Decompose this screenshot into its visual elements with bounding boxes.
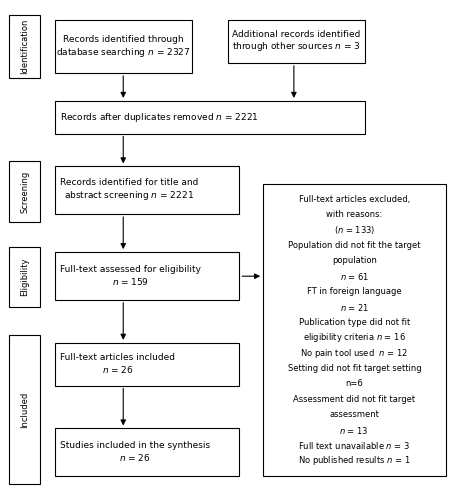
Text: Full-text assessed for eligibility
$n$ = 159: Full-text assessed for eligibility $n$ =… [60, 265, 201, 287]
FancyBboxPatch shape [55, 101, 365, 134]
Text: Full-text articles included
$n$ = 26: Full-text articles included $n$ = 26 [60, 353, 175, 375]
Text: with reasons:: with reasons: [326, 210, 383, 219]
Text: assessment: assessment [329, 410, 379, 419]
FancyBboxPatch shape [55, 428, 239, 476]
Text: Publication type did not fit: Publication type did not fit [299, 318, 410, 327]
Text: $n$ = 61: $n$ = 61 [339, 271, 369, 282]
Text: Setting did not fit target setting: Setting did not fit target setting [288, 364, 421, 373]
Text: Eligibility: Eligibility [20, 258, 29, 296]
FancyBboxPatch shape [9, 335, 40, 484]
FancyBboxPatch shape [9, 15, 40, 78]
Text: Full-text articles excluded,: Full-text articles excluded, [299, 195, 410, 204]
Text: $n$ = 21: $n$ = 21 [339, 301, 369, 312]
FancyBboxPatch shape [55, 20, 192, 73]
FancyBboxPatch shape [228, 20, 365, 63]
FancyBboxPatch shape [9, 247, 40, 307]
Text: No pain tool used  $n$ = 12: No pain tool used $n$ = 12 [300, 347, 409, 360]
Text: ($n$ = 133): ($n$ = 133) [334, 224, 375, 236]
Text: Studies included in the synthesis
$n$ = 26: Studies included in the synthesis $n$ = … [60, 442, 210, 463]
Text: Records identified for title and
abstract screening $n$ = 2221: Records identified for title and abstrac… [60, 178, 199, 202]
FancyBboxPatch shape [55, 252, 239, 300]
FancyBboxPatch shape [55, 343, 239, 386]
Text: No published results $n$ = 1: No published results $n$ = 1 [298, 455, 410, 467]
Text: Identification: Identification [20, 19, 29, 74]
Text: eligibility criteria $n$ = 16: eligibility criteria $n$ = 16 [303, 331, 406, 344]
Text: Included: Included [20, 392, 29, 427]
Text: $n$ = 13: $n$ = 13 [339, 425, 369, 435]
Text: Population did not fit the target: Population did not fit the target [288, 241, 420, 250]
Text: Records identified through
database searching $n$ = 2327: Records identified through database sear… [56, 35, 191, 58]
Text: population: population [332, 257, 377, 266]
Text: Screening: Screening [20, 170, 29, 213]
FancyBboxPatch shape [9, 161, 40, 222]
Text: Assessment did not fit target: Assessment did not fit target [293, 395, 415, 404]
Text: Full text unavailable $n$ = 3: Full text unavailable $n$ = 3 [298, 440, 410, 451]
FancyBboxPatch shape [55, 166, 239, 214]
Text: n=6: n=6 [346, 380, 363, 389]
Text: FT in foreign language: FT in foreign language [307, 287, 401, 296]
Text: Records after duplicates removed $n$ = 2221: Records after duplicates removed $n$ = 2… [60, 111, 259, 123]
Text: Additional records identified
through other sources $n$ = 3: Additional records identified through ot… [232, 30, 361, 53]
FancyBboxPatch shape [263, 184, 446, 476]
